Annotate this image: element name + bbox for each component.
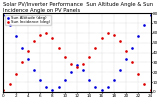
- Sun Altitude (deg): [94, 86, 96, 88]
- Sun Altitude (deg): [21, 47, 23, 48]
- Sun Altitude (deg): [131, 47, 133, 48]
- Text: Solar PV/Inverter Performance  Sun Altitude Angle & Sun Incidence Angle on PV Pa: Solar PV/Inverter Performance Sun Altitu…: [3, 2, 154, 13]
- Sun Altitude (deg): [9, 24, 11, 26]
- Sun Incidence (deg): [119, 40, 121, 41]
- Sun Incidence (deg): [113, 34, 115, 35]
- Sun Incidence (deg): [82, 64, 84, 65]
- Sun Incidence (deg): [137, 74, 139, 75]
- Sun Altitude (deg): [64, 79, 66, 81]
- Sun Altitude (deg): [125, 59, 127, 60]
- Sun Incidence (deg): [76, 67, 78, 68]
- Sun Incidence (deg): [144, 83, 145, 85]
- Sun Altitude (deg): [150, 14, 152, 16]
- Sun Incidence (deg): [94, 47, 96, 48]
- Sun Altitude (deg): [33, 70, 35, 71]
- Sun Altitude (deg): [39, 79, 41, 81]
- Sun Altitude (deg): [27, 59, 29, 60]
- Sun Altitude (deg): [45, 86, 47, 88]
- Sun Incidence (deg): [33, 40, 35, 41]
- Sun Altitude (deg): [82, 70, 84, 71]
- Sun Altitude (deg): [52, 89, 53, 90]
- Sun Incidence (deg): [45, 32, 47, 33]
- Sun Altitude (deg): [101, 89, 103, 90]
- Sun Incidence (deg): [64, 57, 66, 58]
- Sun Incidence (deg): [2, 89, 4, 90]
- Sun Altitude (deg): [113, 79, 115, 81]
- Sun Incidence (deg): [52, 37, 53, 38]
- Sun Incidence (deg): [39, 34, 41, 35]
- Sun Incidence (deg): [150, 89, 152, 90]
- Sun Incidence (deg): [131, 62, 133, 63]
- Sun Altitude (deg): [15, 35, 17, 36]
- Sun Incidence (deg): [88, 57, 90, 58]
- Sun Incidence (deg): [15, 74, 17, 75]
- Sun Altitude (deg): [2, 14, 4, 16]
- Line: Sun Altitude (deg): Sun Altitude (deg): [2, 14, 152, 91]
- Sun Altitude (deg): [119, 70, 121, 71]
- Sun Altitude (deg): [144, 24, 145, 26]
- Sun Altitude (deg): [76, 65, 78, 66]
- Sun Altitude (deg): [137, 35, 139, 36]
- Sun Altitude (deg): [88, 79, 90, 81]
- Sun Altitude (deg): [70, 72, 72, 73]
- Sun Incidence (deg): [27, 50, 29, 51]
- Sun Incidence (deg): [125, 50, 127, 51]
- Sun Incidence (deg): [58, 47, 60, 48]
- Line: Sun Incidence (deg): Sun Incidence (deg): [2, 32, 152, 91]
- Sun Altitude (deg): [58, 86, 60, 88]
- Sun Incidence (deg): [21, 62, 23, 63]
- Sun Incidence (deg): [101, 37, 103, 38]
- Legend: Sun Altitude (deg), Sun Incidence (deg): Sun Altitude (deg), Sun Incidence (deg): [5, 15, 51, 25]
- Sun Incidence (deg): [107, 32, 109, 33]
- Sun Incidence (deg): [9, 83, 11, 85]
- Sun Incidence (deg): [70, 64, 72, 65]
- Sun Altitude (deg): [107, 86, 109, 88]
